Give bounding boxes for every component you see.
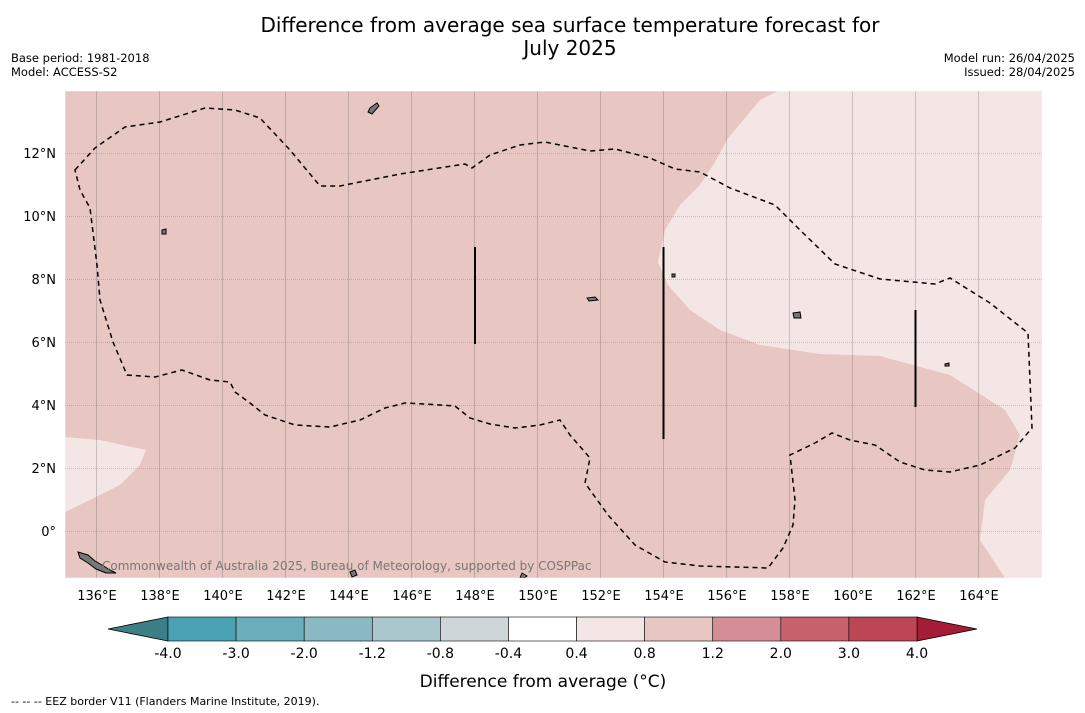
model-name: Model: ACCESS-S2 (11, 65, 118, 79)
y-tick: 8°N (32, 273, 57, 288)
colorbar-label: Difference from average (°C) (420, 672, 667, 692)
colorbar-over-triangle (916, 616, 978, 642)
colorbar: -4.0 -3.0 -2.0 -1.2 -0.8 -0.4 0.4 0.8 1.2 2.0 3.0 4… (107, 616, 978, 662)
title-line-1: Difference from average sea surface temp… (260, 13, 880, 37)
title-line-2: July 2025 (523, 36, 617, 60)
y-tick: 0° (41, 525, 56, 540)
map-frame (64, 90, 1043, 579)
x-tick: 162°E (896, 589, 936, 604)
map-area: Commonwealth of Australia 2025, Bureau o… (65, 91, 1042, 578)
base-period: Base period: 1981-2018 (11, 51, 150, 65)
x-tick: 138°E (140, 589, 180, 604)
eez-legend-note: -- -- -- EEZ border V11 (Flanders Marine… (11, 695, 320, 708)
colorbar-segment (780, 616, 850, 642)
anomaly-0.4-0.8-region-east (658, 91, 1042, 578)
colorbar-segment (576, 616, 645, 642)
x-tick: 140°E (203, 589, 243, 604)
x-tick: 150°E (518, 589, 558, 604)
x-tick: 146°E (392, 589, 432, 604)
x-tick: 142°E (266, 589, 306, 604)
x-tick: 160°E (833, 589, 873, 604)
x-tick: 158°E (770, 589, 810, 604)
x-tick: 136°E (77, 589, 117, 604)
y-tick: 10°N (23, 210, 56, 225)
meta-left: Base period: 1981-2018 Model: ACCESS-S2 (11, 51, 150, 79)
x-tick: 144°E (329, 589, 369, 604)
colorbar-under-triangle (107, 616, 169, 642)
y-tick: 12°N (23, 147, 56, 162)
colorbar-tick: -0.4 (495, 646, 522, 662)
colorbar-tick: 1.2 (702, 646, 724, 662)
colorbar-segment (644, 616, 714, 642)
y-tick: 4°N (32, 399, 57, 414)
colorbar-tick: 0.8 (634, 646, 656, 662)
colorbar-tick: -2.0 (291, 646, 318, 662)
model-run: Model run: 26/04/2025 (943, 51, 1075, 65)
x-tick: 152°E (581, 589, 621, 604)
colorbar-tick: -0.8 (427, 646, 454, 662)
colorbar-segment (167, 616, 237, 642)
longitude-bars (474, 247, 917, 439)
anomaly-0.4-0.8-region-west (65, 437, 146, 512)
meta-right: Model run: 26/04/2025 Issued: 28/04/2025 (944, 51, 1075, 79)
colorbar-tick: -1.2 (359, 646, 386, 662)
chart-title: Difference from average sea surface temp… (220, 14, 920, 60)
x-tick: 148°E (455, 589, 495, 604)
x-tick: 164°E (959, 589, 999, 604)
colorbar-tick: -4.0 (154, 646, 181, 662)
colorbar-tick: 3.0 (838, 646, 860, 662)
colorbar-tick: 4.0 (906, 646, 928, 662)
issued-date: Issued: 28/04/2025 (964, 65, 1075, 79)
colorbar-segment (371, 616, 441, 642)
colorbar-segment (712, 616, 782, 642)
islands (77, 102, 950, 578)
colorbar-segment (508, 616, 577, 642)
x-tick: 154°E (644, 589, 684, 604)
colorbar-segment (235, 616, 305, 642)
colorbar-segment (303, 616, 373, 642)
y-tick: 2°N (32, 462, 57, 477)
colorbar-tick: 0.4 (565, 646, 587, 662)
colorbar-segment (440, 616, 509, 642)
colorbar-tick: 2.0 (770, 646, 792, 662)
colorbar-tick: -3.0 (222, 646, 249, 662)
credit-text: Commonwealth of Australia 2025, Bureau o… (102, 559, 592, 573)
y-tick: 6°N (32, 336, 57, 351)
eez-border (74, 107, 1033, 569)
x-axis-ticks: 136°E 138°E 140°E 142°E 144°E 146°E 148°… (77, 589, 999, 604)
y-axis-ticks: 12°N 10°N 8°N 6°N 4°N 2°N 0° (23, 147, 56, 540)
x-tick: 156°E (707, 589, 747, 604)
colorbar-segment (848, 616, 918, 642)
